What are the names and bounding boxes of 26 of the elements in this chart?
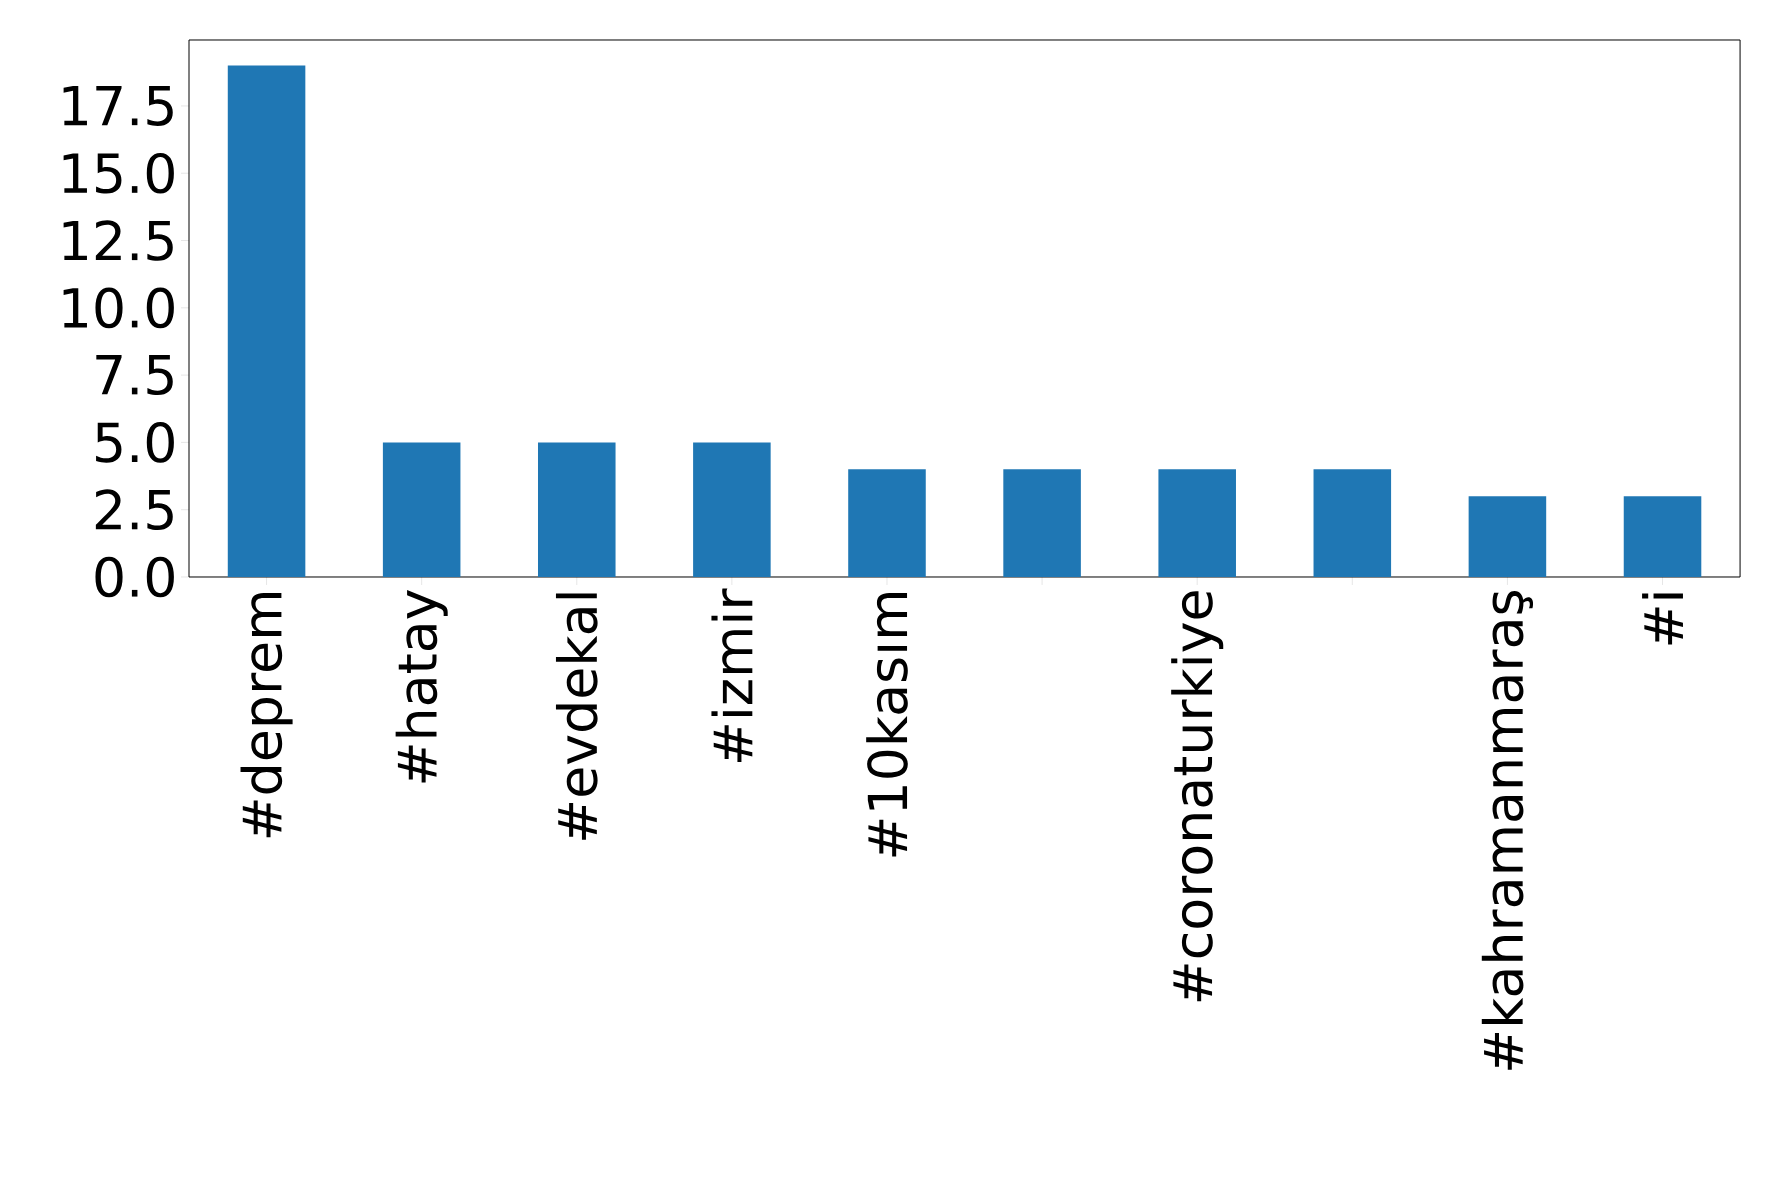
x-tick-label: #kahramanmaraş	[1481, 591, 1534, 1070]
bar	[693, 442, 771, 577]
y-tick-label: 12.5	[63, 220, 173, 261]
x-tick-label: #hatay	[395, 590, 448, 783]
x-tick-label: #izmir	[711, 588, 753, 763]
y-tick-label: 2.5	[95, 489, 173, 531]
y-tick-label: 15.0	[63, 152, 174, 194]
x-tick-label: #evdekal	[555, 593, 598, 840]
y-tick-label: 0.0	[95, 556, 174, 598]
y-tick-label: 5.0	[96, 422, 174, 463]
bar	[538, 442, 616, 577]
y-tick-label: 10.0	[63, 287, 174, 329]
x-tick-label: #coronaturkiye	[1171, 591, 1224, 1002]
bar	[848, 469, 926, 577]
x-tick-label: #10kasım	[866, 593, 908, 857]
y-tick-label: 17.5	[63, 85, 173, 126]
bar	[1623, 496, 1702, 577]
x-tick-label: #i	[1642, 593, 1683, 645]
bar	[227, 65, 306, 577]
bar	[1313, 469, 1392, 577]
bar	[1158, 469, 1236, 577]
x-tick-label: #deprem	[240, 593, 293, 838]
bar	[1468, 496, 1547, 577]
bar	[382, 442, 461, 577]
bar	[1003, 469, 1081, 577]
y-tick-label: 7.5	[96, 355, 173, 396]
